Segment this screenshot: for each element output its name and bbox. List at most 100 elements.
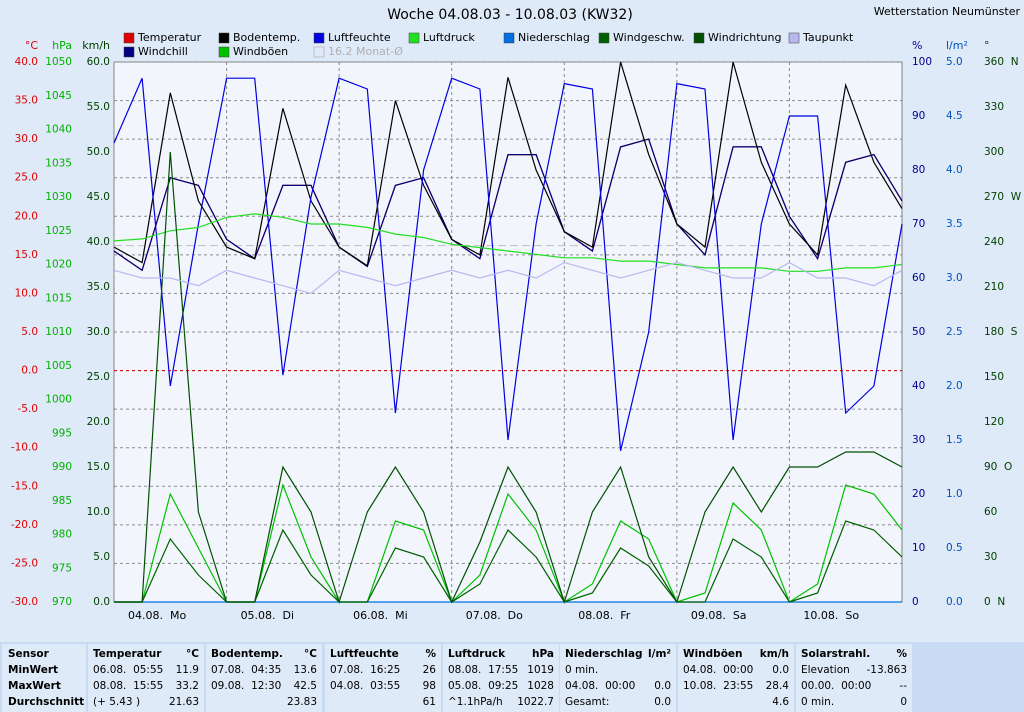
legend-swatch (218, 46, 230, 58)
y-tick-label: 60 (912, 272, 925, 284)
cell-left: 05.08. 09:25 (448, 680, 519, 692)
y-tick-label: 50.0 (87, 146, 110, 158)
cell-right: 0.0 (654, 696, 671, 708)
y-tick-label: 90 (912, 110, 925, 122)
y-tick-label: 330 (984, 101, 1004, 113)
y-tick-label: 1025 (45, 225, 72, 237)
column-header: Windböen (683, 648, 743, 660)
y-tick-label: 1045 (45, 90, 72, 102)
legend-swatch (598, 32, 610, 44)
column-header: Solarstrahl. (801, 648, 871, 660)
x-tick-label: 10.08. So (803, 609, 859, 622)
y-tick-label: 20.0 (87, 416, 110, 428)
y-tick-label: 55.0 (87, 101, 110, 113)
y-tick-label: 70 (912, 218, 925, 230)
y-tick-label: 210 (984, 281, 1004, 293)
axis-unit: % (912, 39, 922, 52)
cell-right: 0 (900, 696, 907, 708)
y-tick-label: 25.0 (87, 371, 110, 383)
y-tick-label: 10.0 (15, 287, 38, 299)
cell-left: 08.08. 15:55 (93, 680, 164, 692)
y-tick-label: 60 (984, 506, 997, 518)
y-tick-label: -10.0 (11, 442, 38, 454)
x-tick-label: 05.08. Di (241, 609, 295, 622)
legend-swatch (123, 46, 135, 58)
cell-left: 10.08. 23:55 (683, 680, 754, 692)
y-tick-label: 20.0 (15, 210, 38, 222)
series-line (113, 61, 903, 267)
y-tick-label: 0 (912, 596, 919, 608)
y-tick-label: 360 N (984, 56, 1019, 68)
chart: Woche 04.08.03 - 10.08.03 (KW32) Wetters… (11, 5, 1022, 622)
series-line (113, 261, 903, 295)
y-tick-label: 975 (52, 562, 72, 574)
y-tick-label: -5.0 (18, 403, 39, 415)
column-unit: hPa (532, 648, 554, 660)
axis-unit: hPa (52, 39, 72, 52)
y-tick-label: 990 (52, 461, 72, 473)
y-tick-label: 1035 (45, 157, 72, 169)
y-tick-label: 35.0 (15, 95, 38, 107)
y-tick-label: 970 (52, 596, 72, 608)
y-tick-label: 10.0 (87, 506, 110, 518)
y-tick-label: 980 (52, 529, 72, 541)
legend-label: Luftdruck (423, 31, 475, 44)
cell-left: 06.08. 05:55 (93, 664, 164, 676)
row-label: MaxWert (8, 680, 61, 692)
legend-swatch (693, 32, 705, 44)
y-tick-label: 1020 (45, 259, 72, 271)
cell-right: 11.9 (175, 664, 199, 676)
column-unit: % (425, 648, 436, 660)
cell-right: 1019 (527, 664, 554, 676)
y-tick-label: 1.0 (946, 488, 963, 500)
legend-label: Luftfeuchte (328, 31, 391, 44)
legend-label: Windchill (138, 45, 188, 58)
y-tick-label: 1050 (45, 56, 72, 68)
axis-unit: °C (25, 39, 39, 52)
row-label: MinWert (8, 664, 59, 676)
column-unit: % (896, 648, 907, 660)
column-unit: l/m² (648, 648, 671, 660)
table-column: Sensor MinWert MaxWert Durchschnitt (2, 644, 86, 712)
y-tick-label: 3.5 (946, 218, 963, 230)
y-tick-label: 1.5 (946, 434, 963, 446)
cell-left: 00.00. 00:00 (801, 680, 872, 692)
axis-unit: ° (984, 39, 990, 52)
cell-right: 33.2 (175, 680, 199, 692)
y-tick-label: 50 (912, 326, 925, 338)
cell-right: 61 (422, 696, 436, 708)
legend-swatch (408, 32, 420, 44)
series-line (113, 213, 903, 272)
cell-left: ^1.1hPa/h (448, 696, 503, 708)
x-tick-label: 06.08. Mi (353, 609, 408, 622)
column-unit: °C (186, 648, 199, 660)
column-header: Bodentemp. (211, 648, 283, 660)
y-tick-label: 1015 (45, 292, 72, 304)
y-tick-label: 30.0 (87, 326, 110, 338)
y-tick-label: -20.0 (11, 519, 38, 531)
y-tick-label: 4.0 (946, 164, 963, 176)
y-tick-label: -30.0 (11, 596, 38, 608)
cell-right: 26 (422, 664, 436, 676)
y-tick-label: 300 (984, 146, 1004, 158)
table-column: Bodentemp. °C 07.08. 04:35 13.6 09.08. 12:30… (206, 644, 322, 712)
y-tick-label: 1040 (45, 124, 72, 136)
legend-swatch (123, 32, 135, 44)
legend-swatch (313, 46, 325, 58)
axis-unit: l/m² (946, 39, 968, 52)
y-tick-label: 150 (984, 371, 1004, 383)
y-tick-label: 10 (912, 542, 925, 554)
chart-title: Woche 04.08.03 - 10.08.03 (KW32) (387, 7, 633, 23)
row-label: Sensor (8, 648, 49, 660)
table-column: Luftfeuchte% 07.08. 16:25 26 04.08. 03:55 98… (325, 644, 441, 712)
column-header: Luftdruck (448, 648, 506, 660)
y-tick-label: 0.0 (93, 596, 110, 608)
y-tick-label: 1010 (45, 326, 72, 338)
table-column: Temperatur °C 06.08. 05:55 11.9 08.08. 15:55… (88, 644, 204, 712)
y-tick-label: 5.0 (93, 551, 110, 563)
legend-swatch (788, 32, 800, 44)
table-column: Luftdruck hPa 08.08. 17:55 1019 05.08. 09:25… (443, 644, 559, 712)
y-tick-label: 3.0 (946, 272, 963, 284)
y-tick-label: 2.5 (946, 326, 963, 338)
